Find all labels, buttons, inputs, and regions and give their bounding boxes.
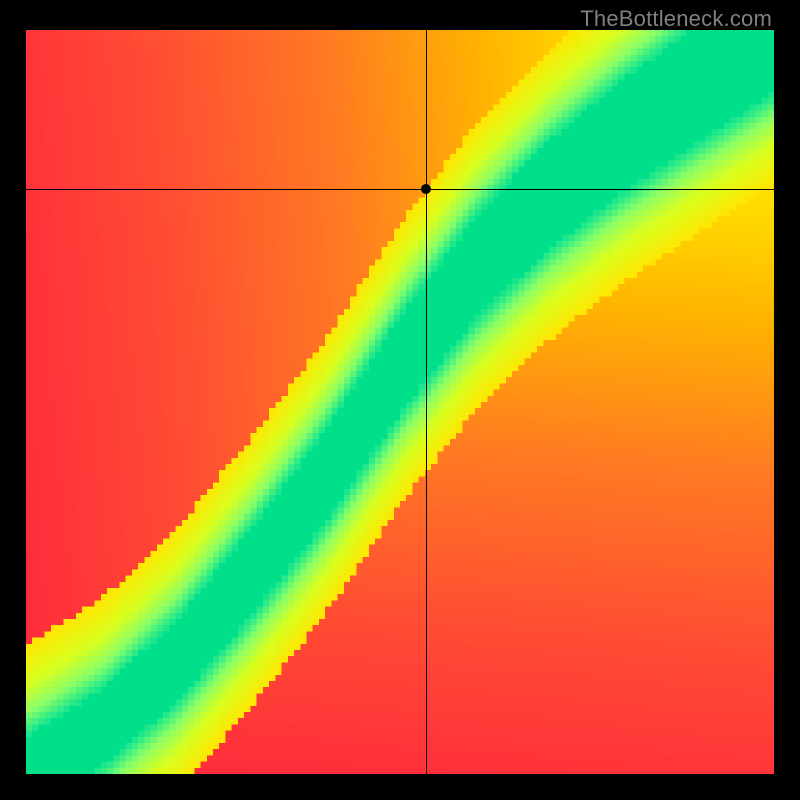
crosshair-vertical-line [426,30,427,774]
bottleneck-heatmap [26,30,774,774]
chart-container: TheBottleneck.com [0,0,800,800]
watermark-text: TheBottleneck.com [580,6,772,32]
crosshair-horizontal-line [26,189,774,190]
